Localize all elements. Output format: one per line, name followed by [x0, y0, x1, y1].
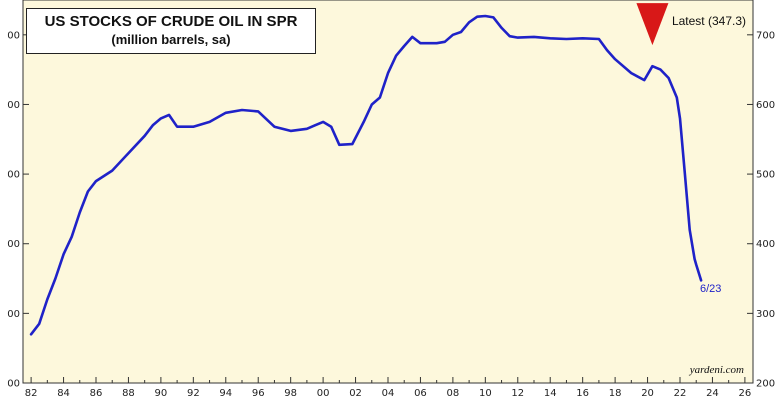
y-tick-label-right: 700	[756, 30, 775, 41]
x-tick-label: 86	[90, 388, 103, 399]
x-tick-label: 22	[674, 388, 687, 399]
y-tick-label-left: 00	[7, 239, 20, 250]
y-tick-label-left: 00	[7, 170, 20, 181]
x-tick-label: 20	[641, 388, 654, 399]
end-date-label: 6/23	[700, 283, 722, 295]
y-tick-label-right: 500	[756, 170, 775, 181]
y-tick-label-right: 300	[756, 309, 775, 320]
x-tick-label: 14	[544, 388, 557, 399]
axis-ticks: 82 84 86 88 90 92 94 96 98 00 02 04 06 08 10 12 14 16 18 20…	[7, 30, 775, 399]
x-tick-label: 02	[349, 388, 362, 399]
y-tick-label-left: 00	[7, 309, 20, 320]
y-tick-label-right: 200	[756, 379, 775, 390]
y-tick-label-left: 00	[7, 30, 20, 41]
x-tick-label: 00	[317, 388, 330, 399]
source-label: yardeni.com	[689, 364, 744, 376]
y-tick-label-left: 00	[7, 379, 20, 390]
x-tick-label: 16	[576, 388, 589, 399]
x-tick-label: 98	[284, 388, 297, 399]
x-tick-label: 10	[479, 388, 492, 399]
chart-title-box: US STOCKS OF CRUDE OIL IN SPR (million b…	[26, 8, 316, 54]
x-tick-label: 82	[25, 388, 38, 399]
x-tick-label: 90	[155, 388, 168, 399]
x-tick-label: 18	[609, 388, 622, 399]
x-tick-label: 04	[382, 388, 395, 399]
down-triangle-marker	[636, 3, 669, 46]
x-tick-label: 08	[447, 388, 460, 399]
x-tick-label: 84	[57, 388, 70, 399]
chart-subtitle: (million barrels, sa)	[111, 32, 231, 47]
chart-title: US STOCKS OF CRUDE OIL IN SPR	[44, 13, 298, 30]
x-tick-label: 12	[511, 388, 524, 399]
y-tick-label-right: 600	[756, 100, 775, 111]
x-tick-label: 94	[219, 388, 232, 399]
x-tick-label: 26	[739, 388, 752, 399]
x-tick-label: 92	[187, 388, 200, 399]
y-tick-label-right: 400	[756, 239, 775, 250]
x-tick-label: 24	[706, 388, 719, 399]
x-tick-label: 88	[122, 388, 135, 399]
plot-area	[23, 0, 753, 383]
x-tick-label: 06	[414, 388, 427, 399]
series-line	[29, 14, 703, 336]
series-group	[29, 14, 703, 336]
y-tick-label-left: 00	[7, 100, 20, 111]
x-tick-label: 96	[252, 388, 265, 399]
latest-value-label: Latest (347.3)	[671, 14, 746, 28]
